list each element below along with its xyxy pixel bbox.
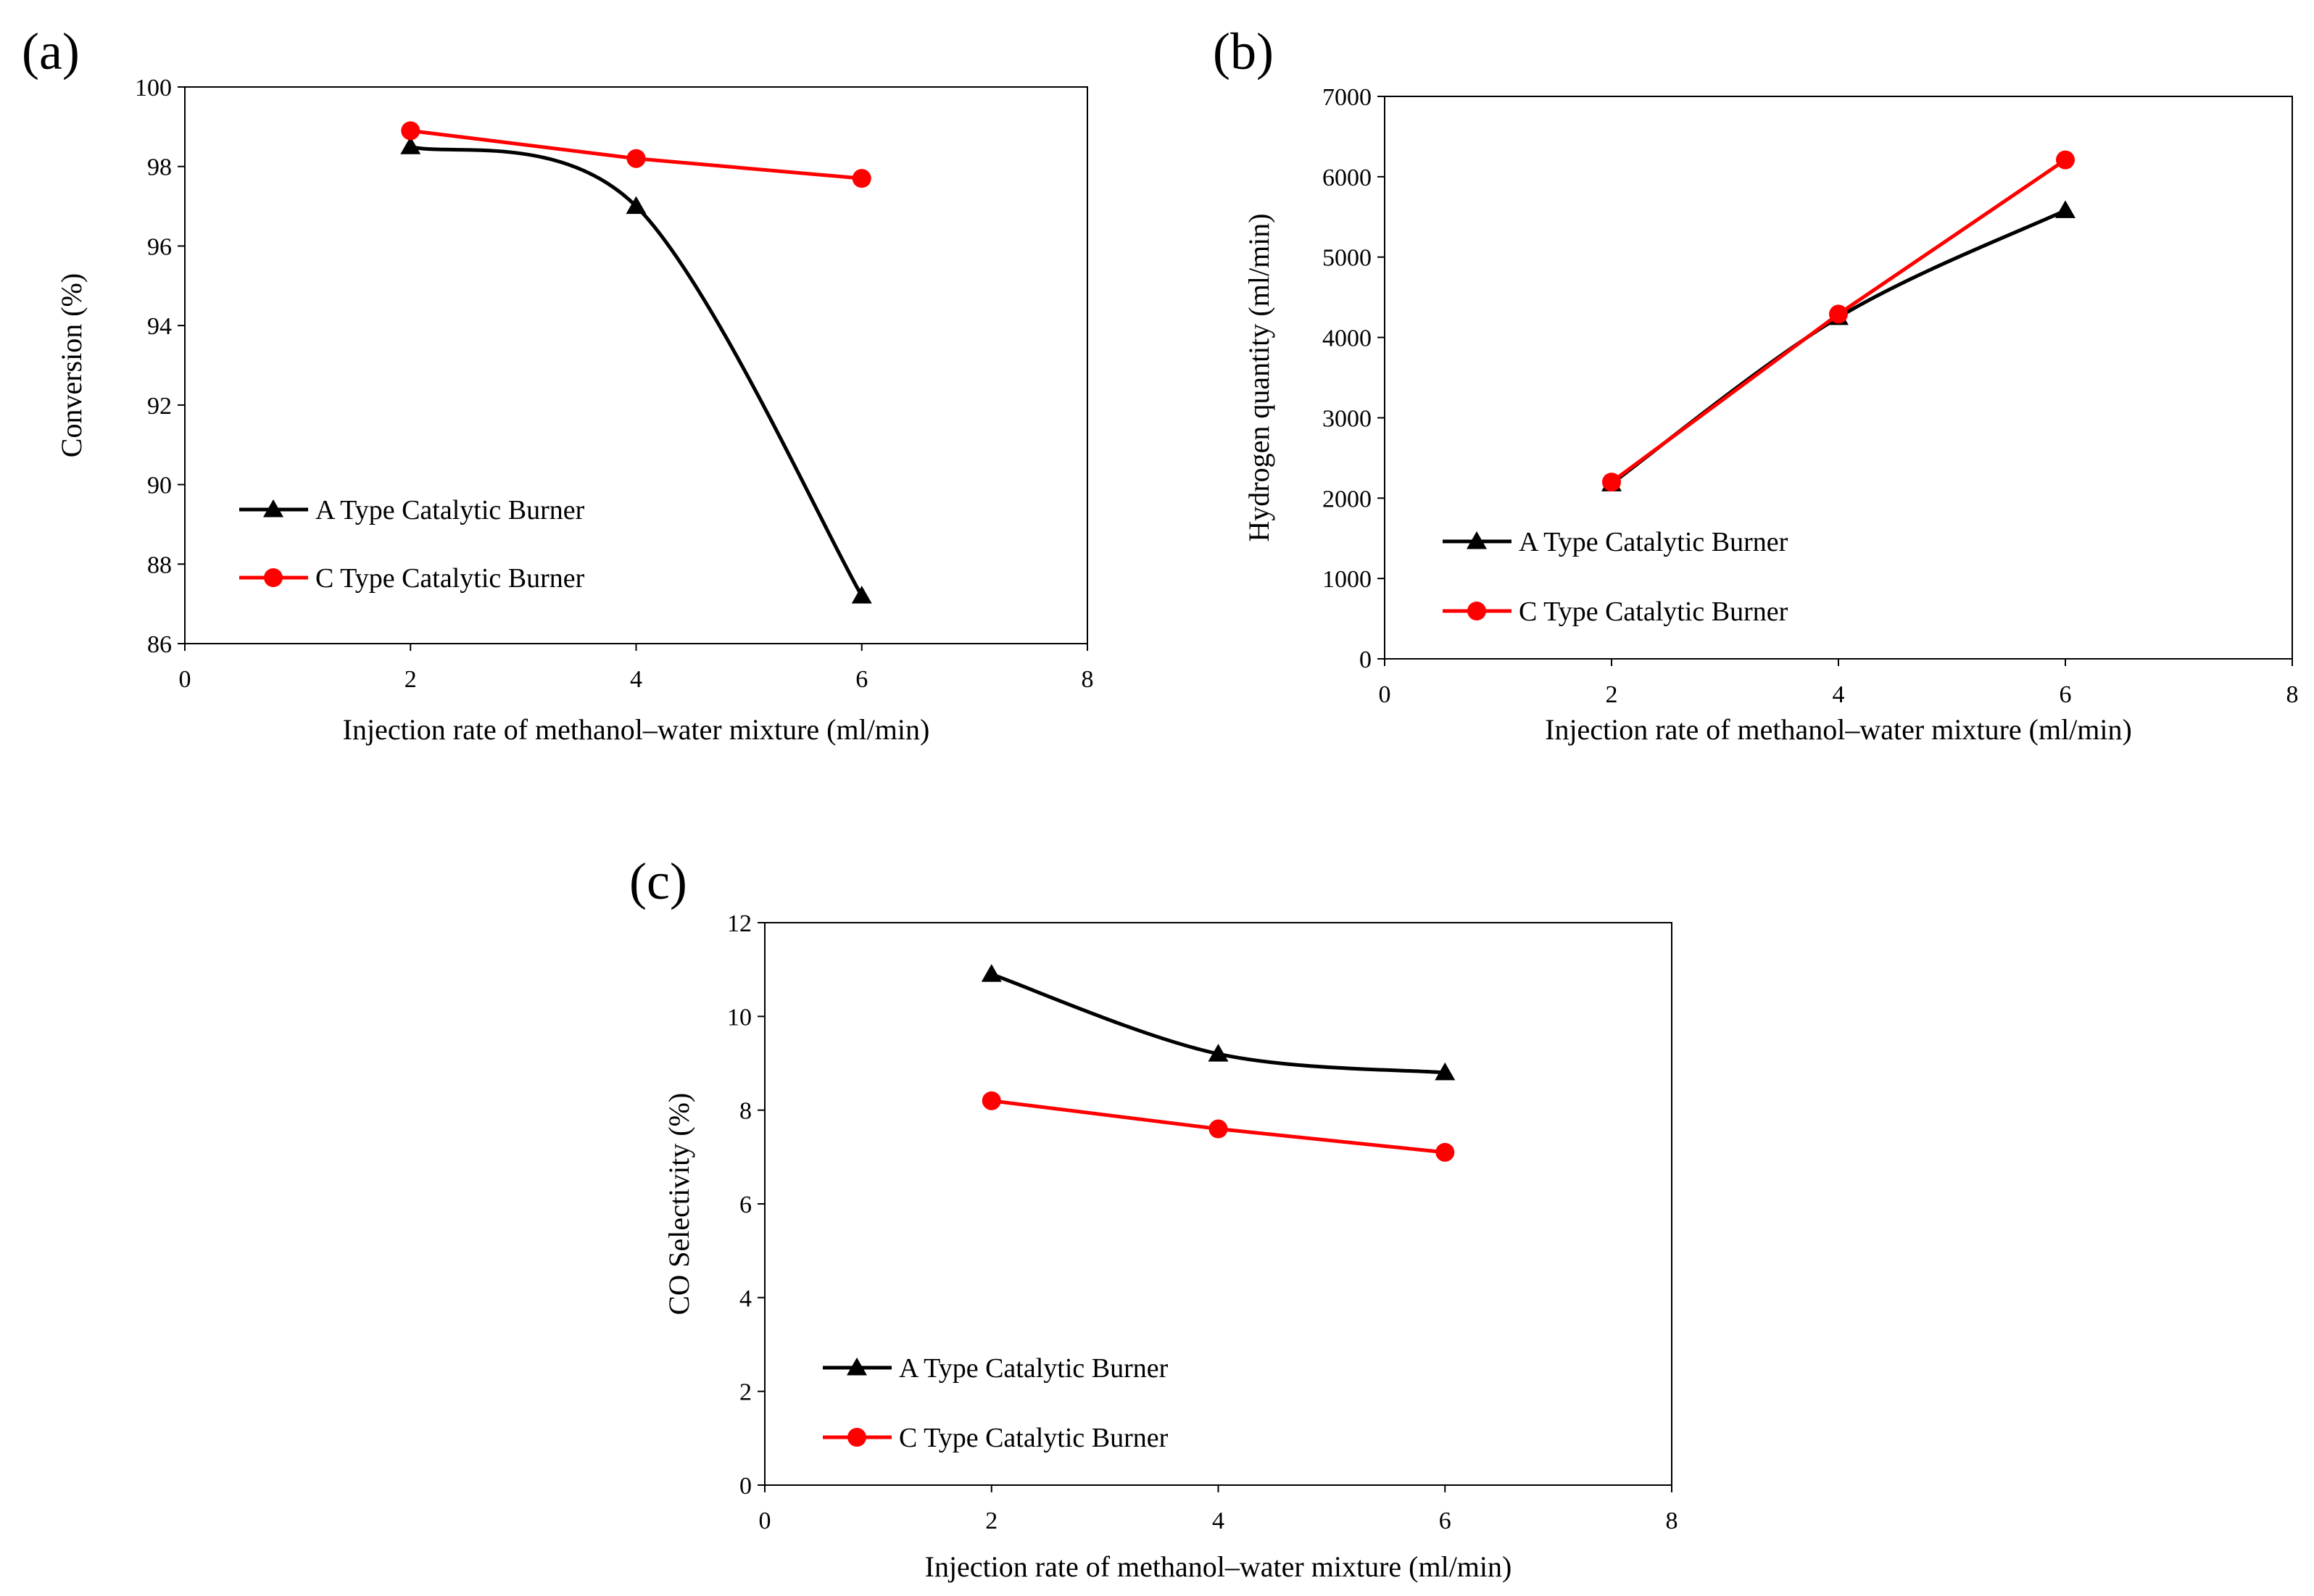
y-tick-label: 5000: [1322, 245, 1372, 272]
legend-label: A Type Catalytic Burner: [899, 1353, 1169, 1384]
x-tick-label: 4: [630, 666, 642, 693]
x-tick-label: 6: [855, 666, 868, 693]
y-tick-label: 98: [147, 154, 172, 181]
x-tick-label: 8: [1082, 666, 1094, 693]
y-tick-label: 4: [739, 1285, 752, 1312]
legend-label: C Type Catalytic Burner: [1519, 597, 1788, 627]
series-c-point: [1208, 1119, 1228, 1139]
y-tick-label: 10: [727, 1004, 752, 1031]
legend-label: A Type Catalytic Burner: [1519, 527, 1788, 557]
x-tick-label: 6: [2060, 681, 2072, 708]
series-c-point: [401, 121, 420, 141]
legend-label: A Type Catalytic Burner: [315, 495, 585, 525]
series-a-point: [981, 964, 1002, 982]
chart-panel-b: (b) 0 1000 2000 3000 4000 5000 6000 7000 0 2 4 6 8 Hyd…: [1213, 22, 2299, 746]
y-tick-label: 100: [135, 75, 172, 101]
plot-frame: [1384, 96, 2293, 660]
x-tick-label: 4: [1833, 681, 1845, 708]
legend-swatch-marker: [1467, 531, 1487, 549]
series-a-point: [1208, 1044, 1229, 1062]
x-tick-label: 0: [179, 666, 191, 693]
y-tick-label: 12: [727, 910, 752, 937]
series-a-point: [626, 196, 647, 215]
y-tick-label: 6000: [1322, 165, 1372, 191]
y-tick-label: 90: [147, 473, 172, 499]
y-axis-title: Conversion (%): [55, 273, 88, 457]
legend-swatch-marker: [847, 1428, 866, 1447]
panel-label: (a): [22, 22, 80, 80]
y-tick-label: 2000: [1322, 486, 1372, 512]
y-tick-label: 94: [147, 313, 172, 340]
x-tick-label: 4: [1212, 1508, 1224, 1534]
y-tick-label: 8: [739, 1098, 752, 1125]
plot-frame: [184, 86, 1088, 644]
x-tick-label: 2: [405, 666, 417, 693]
series-a-point: [400, 136, 421, 154]
x-tick-label: 0: [1379, 681, 1391, 708]
y-tick-label: 0: [739, 1473, 752, 1500]
series-a-point: [851, 586, 872, 604]
x-tick-label: 0: [759, 1508, 771, 1534]
legend-label: C Type Catalytic Burner: [899, 1423, 1169, 1453]
x-tick-label: 2: [1606, 681, 1618, 708]
series-c-point: [982, 1091, 1001, 1110]
panel-label: (c): [629, 852, 687, 910]
x-axis-title: Injection rate of methanol–water mixture…: [1545, 713, 2132, 746]
legend-swatch-marker: [1467, 602, 1486, 620]
plot-frame: [764, 922, 1672, 1486]
legend-swatch-marker: [847, 1358, 867, 1376]
y-tick-label: 6: [739, 1192, 752, 1218]
y-axis-title: CO Selectivity (%): [663, 1093, 695, 1316]
x-tick-label: 2: [985, 1508, 998, 1534]
legend-label: C Type Catalytic Burner: [315, 563, 585, 594]
y-tick-label: 86: [147, 631, 172, 658]
series-c-point: [852, 169, 871, 188]
x-axis-title: Injection rate of methanol–water mixture…: [925, 1550, 1512, 1583]
chart-panel-a: (a) 86 88 90 92 94 96 98 100 0 2 4 6 8 Conversion (%) I…: [22, 22, 1094, 746]
series-a-line: [410, 144, 863, 597]
chart-panel-c: (c) 0 2 4 6 8 10 12 0 2 4 6 8 CO Selectivity (%) Injec…: [629, 852, 1678, 1583]
panel-label: (b): [1213, 22, 1274, 80]
series-a-point: [1435, 1062, 1456, 1081]
y-tick-label: 2: [739, 1379, 752, 1406]
y-tick-label: 96: [147, 233, 172, 260]
x-tick-label: 8: [1666, 1508, 1678, 1534]
series-a-point: [2055, 200, 2075, 218]
y-tick-label: 0: [1359, 647, 1372, 673]
x-tick-label: 8: [2286, 681, 2299, 708]
series-c-point: [2056, 150, 2075, 170]
legend-swatch-marker: [264, 568, 283, 587]
x-tick-label: 6: [1439, 1508, 1451, 1534]
y-tick-label: 88: [147, 552, 172, 578]
y-axis-title: Hydrogen quantity (ml/min): [1243, 213, 1275, 541]
series-c-point: [1435, 1142, 1455, 1162]
y-tick-label: 1000: [1322, 566, 1372, 593]
y-tick-label: 4000: [1322, 325, 1372, 352]
series-c-point: [1829, 304, 1848, 324]
y-tick-label: 92: [147, 393, 172, 420]
series-c-point: [626, 149, 646, 168]
x-axis-title: Injection rate of methanol–water mixture…: [343, 713, 930, 746]
y-tick-label: 7000: [1322, 84, 1372, 111]
series-a-line: [1610, 209, 2067, 486]
y-tick-label: 3000: [1322, 405, 1372, 432]
legend-swatch-marker: [263, 499, 283, 518]
series-c-point: [1602, 473, 1621, 492]
